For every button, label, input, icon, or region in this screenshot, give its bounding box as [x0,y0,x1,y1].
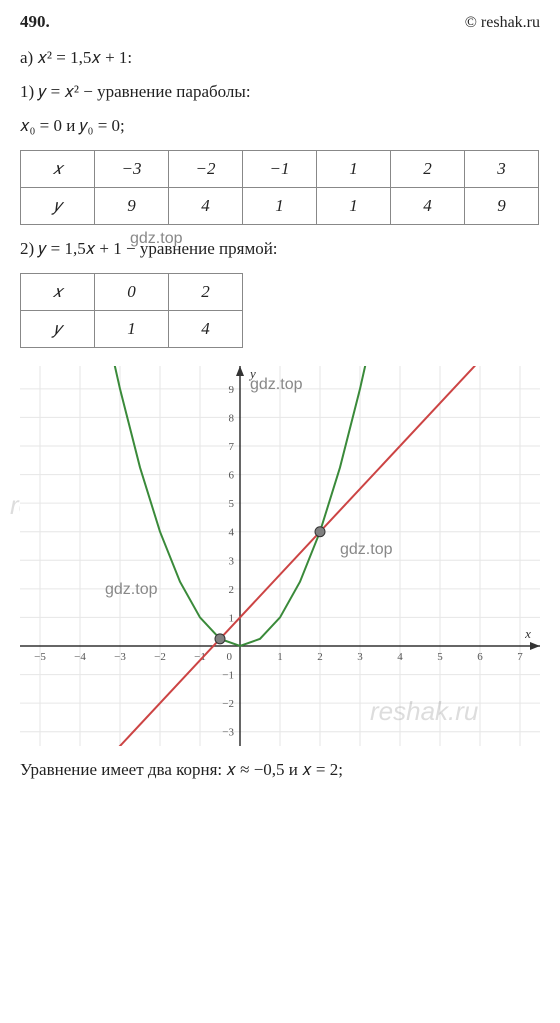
svg-text:4: 4 [397,651,403,663]
svg-text:7: 7 [229,441,235,453]
cell: −3 [95,151,169,188]
table-row: 𝑦 9 4 1 1 4 9 [21,188,539,225]
cell: 1 [317,188,391,225]
svg-text:6: 6 [229,470,235,482]
table-line: 𝑥 0 2 𝑦 1 4 [20,273,243,348]
svg-text:5: 5 [229,498,235,510]
table-row: 𝑥 −3 −2 −1 1 2 3 [21,151,539,188]
svg-text:7: 7 [517,651,523,663]
cell: 𝑥 [21,274,95,311]
cell: 𝑥 [21,151,95,188]
svg-text:4: 4 [229,527,235,539]
step-1: 1) 𝑦 = 𝑥² − уравнение параболы: [20,82,540,102]
svg-text:5: 5 [437,651,443,663]
svg-text:−3: −3 [222,727,234,739]
problem-number: 490. [20,12,50,32]
cell: 𝑦 [21,311,95,348]
svg-text:3: 3 [357,651,363,663]
svg-text:3: 3 [229,555,235,567]
svg-text:0: 0 [227,651,233,663]
table-row: 𝑦 1 4 [21,311,243,348]
svg-text:2: 2 [229,584,235,596]
cell: 2 [391,151,465,188]
chart-container: −5−4−3−2−11234567−3−2−11234567890xy gdz.… [20,366,540,746]
cell: 4 [391,188,465,225]
svg-text:2: 2 [317,651,323,663]
cell: 0 [95,274,169,311]
copyright: © reshak.ru [465,14,540,32]
cell: 3 [465,151,539,188]
svg-text:8: 8 [229,412,235,424]
cell: −1 [243,151,317,188]
step-2: 2) 𝑦 = 1,5𝑥 + 1 − уравнение прямой: [20,239,540,259]
vertex-line: 𝑥₀ = 0 и 𝑦₀ = 0; [20,116,540,136]
svg-text:1: 1 [229,612,235,624]
svg-text:6: 6 [477,651,483,663]
cell: 9 [465,188,539,225]
chart: −5−4−3−2−11234567−3−2−11234567890xy [20,366,540,746]
cell: 1 [243,188,317,225]
cell: 4 [169,188,243,225]
svg-text:−2: −2 [222,698,234,710]
answer-line: Уравнение имеет два корня: 𝑥 ≈ −0,5 и 𝑥 … [20,760,540,780]
cell: 4 [169,311,243,348]
table-row: 𝑥 0 2 [21,274,243,311]
cell: 1 [95,311,169,348]
cell: 𝑦 [21,188,95,225]
svg-text:1: 1 [277,651,283,663]
svg-text:y: y [248,366,256,381]
cell: −2 [169,151,243,188]
svg-text:−3: −3 [114,651,126,663]
cell: 2 [169,274,243,311]
svg-text:9: 9 [229,384,235,396]
cell: 9 [95,188,169,225]
svg-text:−1: −1 [222,670,234,682]
svg-text:−2: −2 [154,651,166,663]
svg-text:−5: −5 [34,651,46,663]
table-parabola: 𝑥 −3 −2 −1 1 2 3 𝑦 9 4 1 1 4 9 [20,150,539,225]
svg-text:x: x [524,626,531,641]
svg-text:−4: −4 [74,651,86,663]
cell: 1 [317,151,391,188]
equation-a: а) 𝑥² = 1,5𝑥 + 1: [20,48,540,68]
